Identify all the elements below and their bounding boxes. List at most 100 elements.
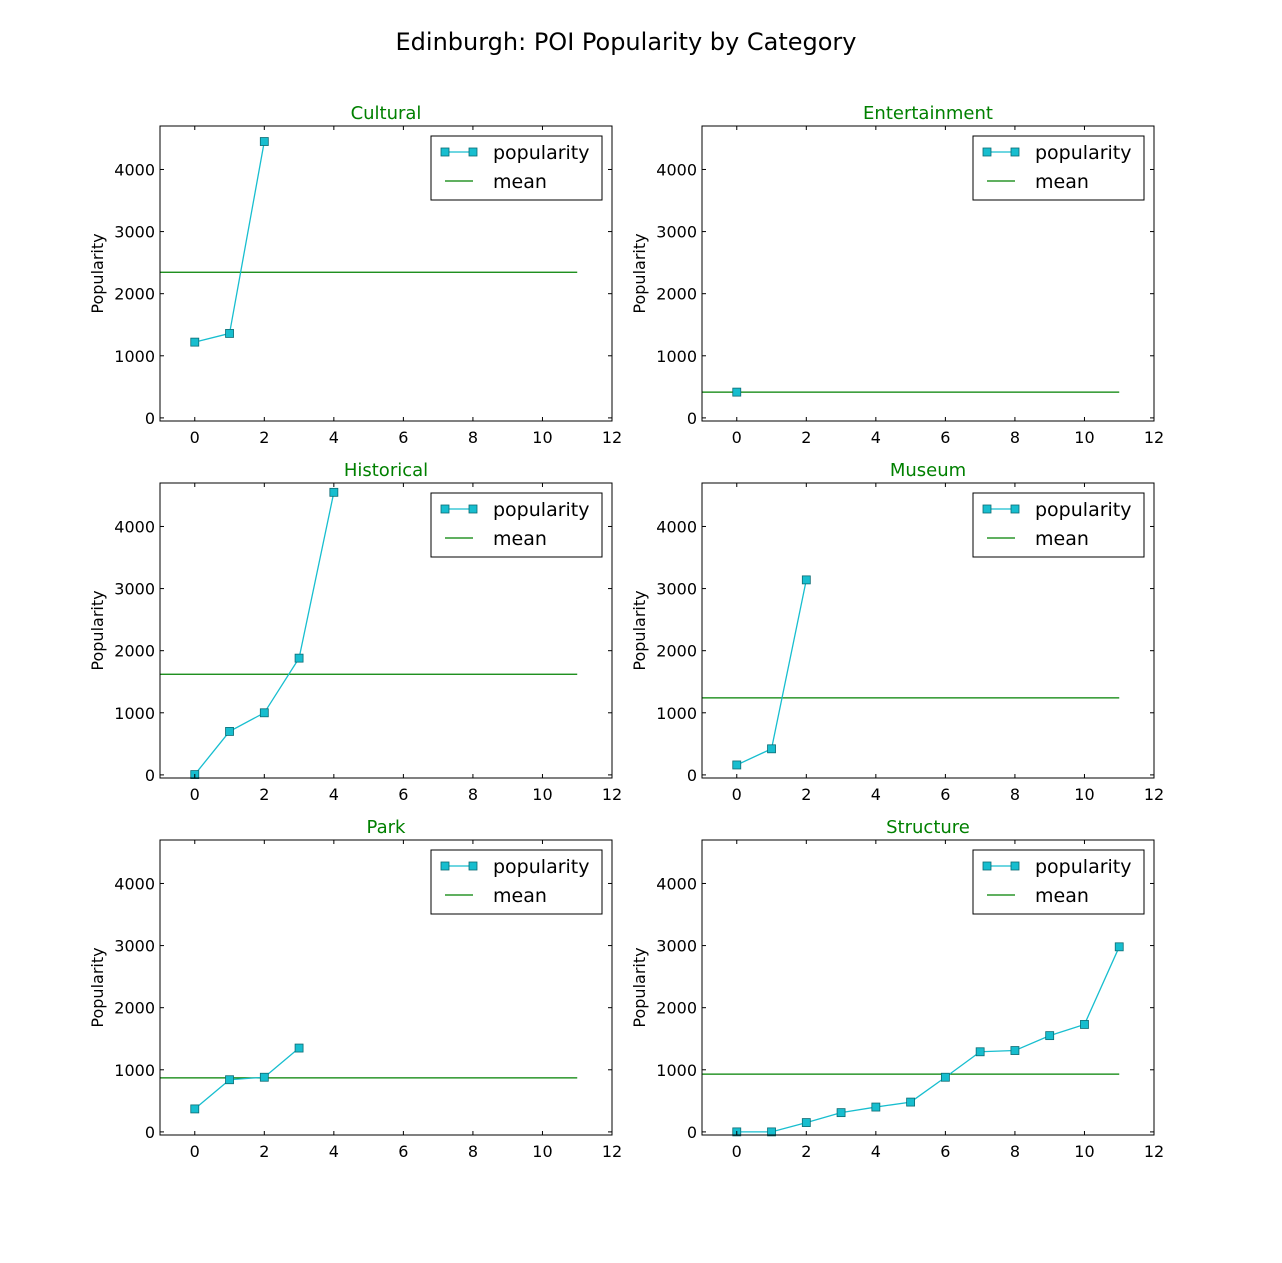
y-tick-label: 3000 bbox=[114, 937, 155, 956]
x-tick-label: 10 bbox=[1074, 785, 1094, 804]
y-tick-label: 1000 bbox=[114, 347, 155, 366]
legend: popularity mean bbox=[972, 849, 1145, 915]
y-tick-label: 4000 bbox=[656, 517, 697, 536]
y-tick-label: 4000 bbox=[656, 160, 697, 179]
x-tick-label: 12 bbox=[1144, 428, 1164, 447]
popularity-point bbox=[906, 1097, 916, 1107]
legend-label-popularity: popularity bbox=[1035, 499, 1132, 521]
y-tick-label: 3000 bbox=[114, 223, 155, 242]
popularity-line bbox=[736, 946, 1120, 1133]
legend-label-mean: mean bbox=[493, 885, 547, 907]
popularity-point bbox=[767, 1127, 776, 1137]
legend: popularity mean bbox=[972, 492, 1145, 558]
popularity-line bbox=[194, 1047, 300, 1110]
x-tick-label: 6 bbox=[398, 785, 408, 804]
legend-marker-swatch bbox=[468, 861, 478, 871]
y-tick-label: 4000 bbox=[114, 517, 155, 536]
x-tick-label: 0 bbox=[732, 428, 742, 447]
x-tick-label: 12 bbox=[602, 428, 622, 447]
popularity-line bbox=[194, 141, 265, 343]
x-tick-label: 10 bbox=[532, 428, 552, 447]
x-tick-label: 12 bbox=[602, 785, 622, 804]
x-tick-label: 8 bbox=[468, 1142, 478, 1161]
legend: popularity mean bbox=[430, 135, 603, 201]
subplot-title: Museum bbox=[890, 460, 966, 481]
figure-title: Edinburgh: POI Popularity by Category bbox=[396, 28, 857, 56]
axes-frame bbox=[159, 125, 613, 422]
y-tick-label: 2000 bbox=[656, 642, 697, 661]
legend-marker-swatch bbox=[1010, 861, 1020, 871]
x-tick-label: 8 bbox=[1010, 428, 1020, 447]
axes-frame bbox=[701, 839, 1155, 1136]
popularity-point bbox=[190, 1104, 200, 1114]
y-axis-label: Popularity bbox=[88, 947, 107, 1027]
y-tick-label: 3000 bbox=[656, 223, 697, 242]
y-tick-label: 2000 bbox=[114, 285, 155, 304]
legend-label-mean: mean bbox=[1035, 528, 1089, 550]
popularity-line bbox=[194, 492, 335, 775]
x-tick-label: 8 bbox=[468, 428, 478, 447]
x-tick-label: 2 bbox=[801, 1142, 811, 1161]
x-tick-label: 8 bbox=[1010, 785, 1020, 804]
popularity-point bbox=[940, 1072, 950, 1082]
popularity-point bbox=[225, 329, 234, 338]
y-tick-label: 0 bbox=[687, 409, 697, 428]
x-tick-label: 0 bbox=[190, 428, 200, 447]
x-tick-label: 10 bbox=[532, 1142, 552, 1161]
popularity-line bbox=[736, 579, 807, 766]
popularity-point bbox=[975, 1047, 985, 1057]
x-tick-label: 4 bbox=[329, 785, 339, 804]
y-tick-label: 0 bbox=[145, 1123, 155, 1142]
x-tick-label: 12 bbox=[1144, 1142, 1164, 1161]
x-tick-label: 4 bbox=[871, 1142, 881, 1161]
y-tick-label: 1000 bbox=[656, 704, 697, 723]
subplot-title: Cultural bbox=[351, 103, 422, 124]
axes-frame bbox=[701, 125, 1155, 422]
legend-marker-swatch bbox=[440, 504, 450, 514]
axes-frame bbox=[159, 482, 613, 779]
subplot-title: Structure bbox=[886, 817, 970, 838]
x-tick-label: 0 bbox=[732, 785, 742, 804]
legend-label-popularity: popularity bbox=[493, 856, 590, 878]
legend-label-mean: mean bbox=[1035, 171, 1089, 193]
popularity-point bbox=[732, 760, 742, 770]
y-axis-label: Popularity bbox=[88, 590, 107, 670]
legend-marker-swatch bbox=[440, 861, 450, 871]
x-tick-label: 6 bbox=[940, 428, 950, 447]
subplot-park: Park Popularity 0 2 4 6 8 10 12 0 1000 2000 3000 4000… bbox=[88, 817, 622, 1161]
x-tick-label: 4 bbox=[871, 428, 881, 447]
popularity-point bbox=[1114, 942, 1124, 952]
popularity-point bbox=[836, 1108, 846, 1118]
x-tick-label: 2 bbox=[801, 428, 811, 447]
y-tick-label: 2000 bbox=[114, 999, 155, 1018]
y-tick-label: 0 bbox=[687, 1123, 697, 1142]
y-axis-label: Popularity bbox=[630, 233, 649, 313]
y-tick-label: 1000 bbox=[656, 347, 697, 366]
y-tick-label: 1000 bbox=[114, 704, 155, 723]
x-tick-label: 0 bbox=[732, 1142, 742, 1161]
x-tick-label: 2 bbox=[259, 1142, 269, 1161]
y-axis-label: Popularity bbox=[630, 590, 649, 670]
y-tick-label: 0 bbox=[145, 766, 155, 785]
x-tick-label: 12 bbox=[1144, 785, 1164, 804]
x-tick-label: 4 bbox=[329, 1142, 339, 1161]
x-tick-label: 8 bbox=[468, 785, 478, 804]
popularity-point bbox=[259, 137, 269, 146]
popularity-point bbox=[801, 575, 811, 585]
subplot-entertainment: Entertainment Popularity 0 2 4 6 8 10 12 0 1000 200… bbox=[630, 103, 1164, 447]
legend-marker-swatch bbox=[468, 504, 478, 514]
x-tick-label: 2 bbox=[259, 785, 269, 804]
x-tick-label: 2 bbox=[259, 428, 269, 447]
subplot-historical: Historical Popularity 0 2 4 6 8 10 12 0 1000 2000 30… bbox=[88, 460, 622, 804]
legend-label-mean: mean bbox=[493, 171, 547, 193]
subplot-cultural: Cultural Popularity 0 2 4 6 8 10 12 0 1000 2000 3000… bbox=[88, 103, 622, 447]
popularity-point bbox=[329, 487, 339, 497]
legend-box bbox=[972, 492, 1145, 558]
x-tick-label: 6 bbox=[940, 785, 950, 804]
popularity-point bbox=[732, 387, 742, 397]
x-tick-label: 4 bbox=[871, 785, 881, 804]
x-tick-label: 8 bbox=[1010, 1142, 1020, 1161]
subplot-title: Entertainment bbox=[863, 103, 993, 124]
popularity-point bbox=[1010, 1046, 1020, 1055]
